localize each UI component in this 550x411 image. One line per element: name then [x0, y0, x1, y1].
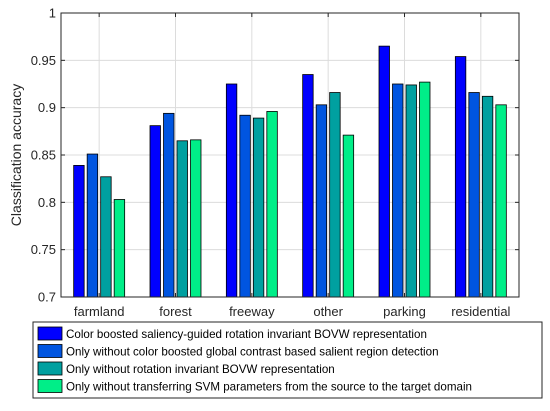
- bars: [73, 45, 507, 298]
- y-tick-label: 0.95: [31, 53, 56, 68]
- bar-parking-series-1: [378, 45, 390, 298]
- legend-label: Only without transferring SVM parameters…: [66, 381, 472, 394]
- y-tick-label: 0.8: [38, 195, 56, 210]
- legend-swatch: [37, 361, 63, 376]
- legend-label: Only without color boosted global contra…: [66, 346, 439, 359]
- y-tick-label: 0.9: [38, 100, 56, 115]
- bar-farmland-series-1: [73, 165, 85, 298]
- bar-freeway-series-3: [252, 117, 265, 298]
- bar-freeway-series-2: [239, 114, 251, 298]
- bar-forest-series-2: [163, 112, 175, 298]
- x-tick-label: other: [313, 304, 343, 319]
- legend-swatch: [37, 344, 63, 358]
- bar-farmland-series-3: [100, 176, 112, 298]
- bar-other-series-1: [302, 74, 314, 298]
- bar-residential-series-4: [495, 104, 507, 298]
- y-axis-ticks: 0.7 0.75 0.8 0.85 0.9 0.95 1: [31, 6, 519, 305]
- bar-forest-series-4: [190, 139, 202, 298]
- x-tick-label: forest: [159, 304, 192, 319]
- grid-lines: [61, 12, 519, 298]
- bar-farmland-series-2: [86, 153, 99, 298]
- bar-residential-series-1: [454, 56, 467, 298]
- bar-parking-series-3: [405, 84, 417, 298]
- legend-label: Color boosted saliency-guided rotation i…: [66, 328, 427, 341]
- y-tick-label: 1: [49, 6, 56, 21]
- bar-forest-series-1: [149, 125, 161, 298]
- x-tick-label: farmland: [74, 304, 125, 319]
- legend: Color boosted saliency-guided rotation i…: [32, 321, 543, 399]
- legend-swatch: [37, 326, 63, 341]
- y-axis-label: Classification accuracy: [8, 84, 24, 226]
- legend-swatch: [37, 379, 63, 393]
- bar-other-series-4: [342, 134, 355, 298]
- bar-residential-series-3: [481, 95, 494, 298]
- bar-parking-series-4: [419, 81, 431, 298]
- bar-freeway-series-1: [225, 83, 238, 298]
- legend-label: Only without rotation invariant BOVW rep…: [66, 363, 335, 376]
- x-tick-label: parking: [383, 304, 426, 319]
- bar-forest-series-3: [176, 140, 188, 298]
- bar-residential-series-2: [468, 92, 480, 298]
- y-tick-label: 0.85: [31, 148, 56, 163]
- bar-farmland-series-4: [113, 199, 126, 298]
- x-tick-label: residential: [451, 304, 510, 319]
- x-tick-label: freeway: [229, 304, 275, 319]
- x-axis-ticks: farmland forest freeway other parking residen…: [74, 13, 511, 319]
- y-tick-label: 0.75: [31, 242, 56, 257]
- y-tick-label: 0.7: [38, 290, 56, 305]
- bar-parking-series-2: [392, 83, 404, 298]
- bar-other-series-3: [329, 92, 341, 298]
- bar-other-series-2: [315, 104, 328, 298]
- bar-freeway-series-4: [266, 111, 278, 298]
- legend-box: [32, 321, 543, 399]
